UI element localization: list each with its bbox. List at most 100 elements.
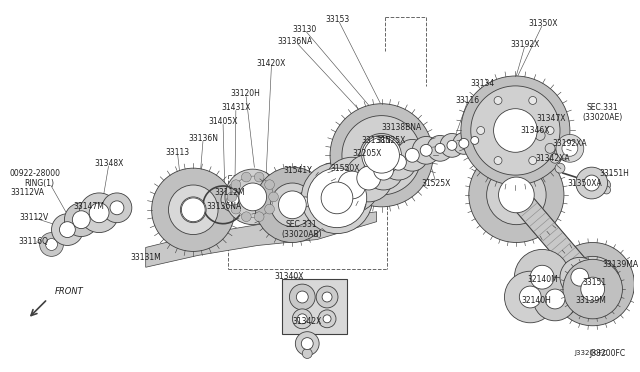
- Circle shape: [289, 284, 315, 310]
- Circle shape: [360, 134, 403, 177]
- Circle shape: [447, 140, 457, 150]
- Circle shape: [255, 167, 330, 243]
- Circle shape: [362, 135, 401, 175]
- Circle shape: [459, 138, 469, 148]
- Circle shape: [339, 170, 350, 181]
- Circle shape: [412, 137, 440, 164]
- Circle shape: [529, 96, 537, 105]
- Circle shape: [519, 286, 541, 308]
- Circle shape: [556, 134, 584, 162]
- Text: 31348X: 31348X: [94, 159, 124, 168]
- Circle shape: [292, 309, 312, 329]
- Circle shape: [52, 214, 83, 246]
- Text: 33136NA: 33136NA: [206, 202, 242, 211]
- Circle shape: [302, 349, 312, 359]
- Circle shape: [529, 157, 537, 164]
- Circle shape: [515, 250, 570, 305]
- Circle shape: [265, 180, 275, 189]
- Circle shape: [493, 109, 537, 152]
- Circle shape: [269, 192, 278, 202]
- Text: 33151H: 33151H: [600, 169, 629, 177]
- Circle shape: [79, 193, 119, 232]
- Circle shape: [225, 169, 280, 225]
- Circle shape: [278, 191, 307, 219]
- Circle shape: [280, 193, 304, 217]
- Circle shape: [545, 289, 565, 309]
- Text: 33116Q: 33116Q: [19, 237, 49, 246]
- Text: 33153: 33153: [326, 15, 350, 24]
- Text: 31346X: 31346X: [520, 126, 550, 135]
- Text: RING(1): RING(1): [25, 179, 54, 187]
- Circle shape: [307, 192, 323, 208]
- Circle shape: [254, 212, 264, 222]
- Text: 31431X: 31431X: [221, 103, 251, 112]
- Text: 00922-28000: 00922-28000: [9, 169, 60, 177]
- Circle shape: [168, 185, 218, 235]
- Circle shape: [308, 192, 319, 203]
- Circle shape: [72, 211, 90, 229]
- Circle shape: [312, 206, 323, 217]
- Circle shape: [265, 204, 275, 214]
- Circle shape: [110, 201, 124, 215]
- Text: 33136N: 33136N: [188, 134, 218, 143]
- Circle shape: [296, 291, 308, 303]
- Circle shape: [580, 277, 605, 301]
- Text: 32205X: 32205X: [352, 149, 381, 158]
- Circle shape: [271, 183, 314, 227]
- Text: FRONT: FRONT: [54, 286, 83, 296]
- Circle shape: [339, 215, 350, 226]
- Circle shape: [502, 181, 531, 209]
- Text: 31525X: 31525X: [377, 136, 406, 145]
- Circle shape: [180, 197, 206, 223]
- Text: 31342XA: 31342XA: [536, 154, 570, 163]
- Circle shape: [440, 134, 464, 157]
- Circle shape: [316, 286, 338, 308]
- Text: 32140M: 32140M: [528, 275, 559, 284]
- Circle shape: [374, 160, 394, 180]
- Bar: [282, 279, 347, 334]
- Text: 31340X: 31340X: [275, 272, 304, 281]
- Circle shape: [89, 203, 109, 223]
- Circle shape: [551, 243, 634, 326]
- Circle shape: [603, 186, 611, 194]
- Circle shape: [305, 166, 369, 230]
- Circle shape: [311, 196, 319, 204]
- Circle shape: [181, 198, 205, 222]
- Circle shape: [338, 171, 365, 199]
- Circle shape: [324, 170, 335, 181]
- Circle shape: [239, 183, 267, 211]
- Circle shape: [555, 163, 565, 173]
- Text: SEC.331
(33020AE): SEC.331 (33020AE): [582, 103, 623, 122]
- Circle shape: [461, 76, 570, 185]
- Circle shape: [571, 268, 589, 286]
- Circle shape: [295, 332, 319, 356]
- Circle shape: [499, 177, 534, 213]
- Circle shape: [45, 238, 58, 250]
- Circle shape: [563, 259, 623, 319]
- Circle shape: [357, 166, 381, 190]
- Circle shape: [372, 145, 392, 165]
- Circle shape: [301, 162, 372, 234]
- Circle shape: [300, 197, 310, 207]
- Text: 31541Y: 31541Y: [283, 166, 312, 174]
- Circle shape: [535, 131, 545, 140]
- Circle shape: [298, 314, 307, 324]
- Text: 33139MA: 33139MA: [602, 260, 639, 269]
- Text: 33139M: 33139M: [575, 296, 606, 305]
- Text: 33151: 33151: [582, 278, 607, 287]
- Text: 31420X: 31420X: [257, 59, 286, 68]
- Circle shape: [364, 137, 399, 173]
- Circle shape: [312, 178, 323, 189]
- Circle shape: [494, 96, 502, 105]
- Circle shape: [576, 167, 607, 199]
- Text: 33130: 33130: [292, 25, 316, 34]
- Text: 33113: 33113: [165, 148, 189, 157]
- Polygon shape: [508, 188, 601, 291]
- Text: SEC.331
(33020AB): SEC.331 (33020AB): [281, 220, 322, 239]
- Circle shape: [546, 126, 554, 134]
- Circle shape: [471, 86, 560, 175]
- Text: 31350X: 31350X: [529, 19, 558, 28]
- Text: 33131M: 33131M: [131, 253, 161, 262]
- Text: 31525X: 31525X: [421, 179, 451, 187]
- Circle shape: [420, 144, 432, 156]
